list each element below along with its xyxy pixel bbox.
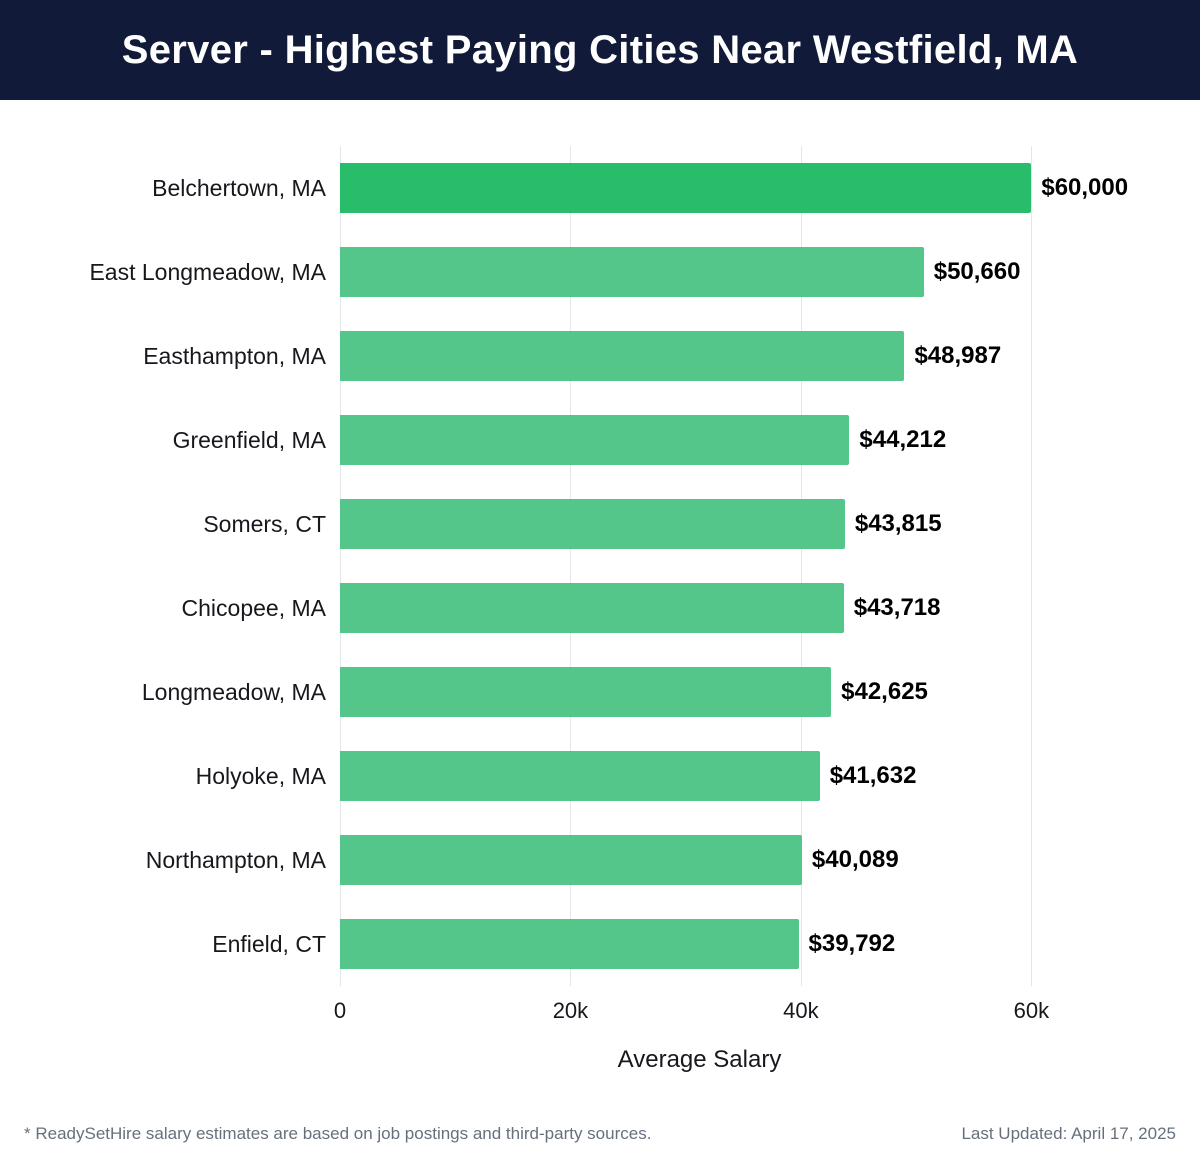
x-axis-title: Average Salary <box>617 1046 782 1073</box>
bar-rows: Belchertown, MA $60,000 East Longmeadow, M… <box>0 146 1200 986</box>
x-axis-tick-label: 40k <box>783 998 819 1023</box>
bar <box>340 163 1032 213</box>
bar-label: East Longmeadow, MA <box>89 258 326 285</box>
gridline <box>1031 146 1033 986</box>
bar-label: Chicopee, MA <box>181 594 326 621</box>
bar-row: Belchertown, MA $60,000 <box>0 146 1200 230</box>
bar-label: Easthampton, MA <box>143 342 326 369</box>
bar <box>340 835 802 885</box>
footnote: * ReadySetHire salary estimates are base… <box>24 1124 652 1143</box>
bar-area: $44,212 <box>340 415 1059 465</box>
bar-value-label: $40,089 <box>811 846 899 873</box>
footer: * ReadySetHire salary estimates are base… <box>0 1124 1200 1158</box>
bar <box>340 247 924 297</box>
chart-title: Server - Highest Paying Cities Near West… <box>121 27 1079 72</box>
bar-row: East Longmeadow, MA $50,660 <box>0 230 1200 314</box>
bar-label: Somers, CT <box>203 510 326 537</box>
bar-area: $40,089 <box>340 835 1059 885</box>
bar-area: $43,815 <box>340 499 1059 549</box>
bar-label: Greenfield, MA <box>172 426 326 453</box>
x-axis-ticks: 0 20k 40k 60k <box>334 986 1059 1032</box>
bar-label: Belchertown, MA <box>152 174 326 201</box>
chart-title-bar: Server - Highest Paying Cities Near West… <box>0 0 1200 100</box>
bar-area: $60,000 <box>340 163 1128 213</box>
bar <box>340 583 844 633</box>
bar-row: Enfield, CT $39,792 <box>0 902 1200 986</box>
bar-row: Holyoke, MA $41,632 <box>0 734 1200 818</box>
bar-row: Somers, CT $43,815 <box>0 482 1200 566</box>
bar <box>340 415 850 465</box>
bar-value-label: $43,815 <box>854 510 942 537</box>
bar-value-label: $42,625 <box>841 678 928 705</box>
bar-value-label: $44,212 <box>859 426 947 453</box>
gridline <box>340 146 341 986</box>
bar-value-label: $48,987 <box>914 342 1002 369</box>
bar <box>340 919 799 969</box>
x-axis-tick-label: 20k <box>552 998 589 1023</box>
bar-row: Longmeadow, MA $42,625 <box>0 650 1200 734</box>
bar-area: $43,718 <box>340 583 1059 633</box>
bar-area: $39,792 <box>340 919 1059 969</box>
bar-value-label: $39,792 <box>808 930 896 957</box>
bar-value-label: $60,000 <box>1041 174 1129 201</box>
bar <box>340 331 905 381</box>
bar-area: $50,660 <box>340 247 1059 297</box>
x-axis-tick-label: 60k <box>1013 998 1050 1023</box>
bar-area: $41,632 <box>340 751 1059 801</box>
bar <box>340 751 820 801</box>
last-updated: Last Updated: April 17, 2025 <box>961 1124 1176 1143</box>
bar-row: Northampton, MA $40,089 <box>0 818 1200 902</box>
gridline <box>570 146 572 986</box>
bar <box>340 499 845 549</box>
gridline <box>800 146 802 986</box>
bar-label: Holyoke, MA <box>195 762 326 789</box>
bar-area: $48,987 <box>340 331 1059 381</box>
bar-value-label: $50,660 <box>933 258 1021 285</box>
bar-value-label: $41,632 <box>829 762 917 789</box>
bar-area: $42,625 <box>340 667 1059 717</box>
bar-label: Longmeadow, MA <box>141 678 326 705</box>
gridlines <box>340 146 1059 986</box>
bar-row: Easthampton, MA $48,987 <box>0 314 1200 398</box>
bar-row: Chicopee, MA $43,718 <box>0 566 1200 650</box>
bar-value-label: $43,718 <box>853 594 941 621</box>
bar <box>340 667 832 717</box>
bar-chart: Belchertown, MA $60,000 East Longmeadow, M… <box>0 146 1200 1074</box>
bar-row: Greenfield, MA $44,212 <box>0 398 1200 482</box>
bar-label: Northampton, MA <box>145 846 326 873</box>
x-axis-tick-label: 0 <box>333 998 347 1023</box>
bar-label: Enfield, CT <box>212 930 326 957</box>
